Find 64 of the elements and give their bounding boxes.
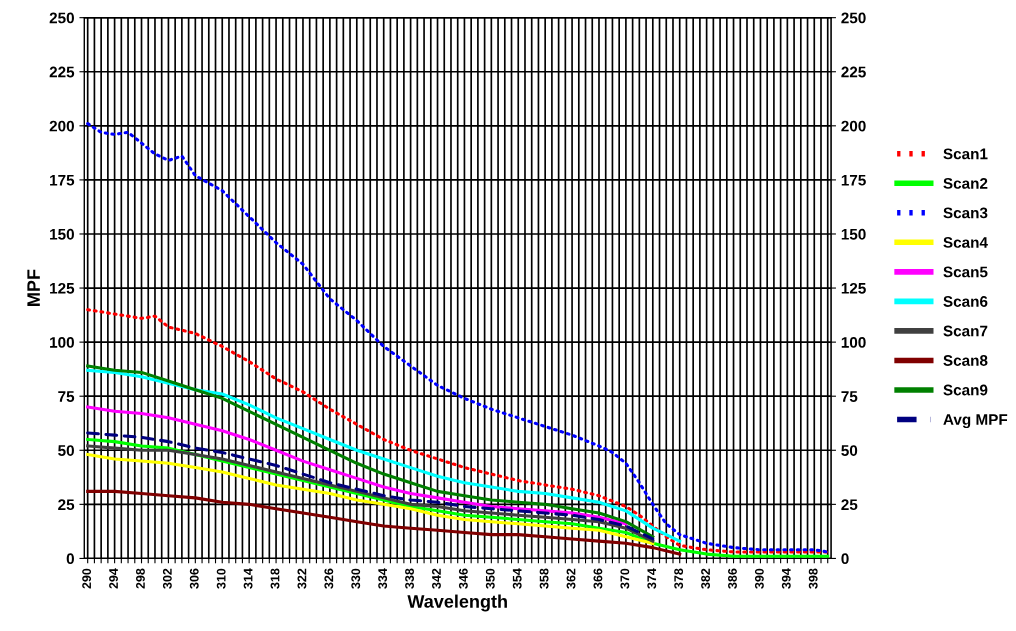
legend-label: Scan9 bbox=[943, 384, 988, 396]
x-tick-label: 338 bbox=[405, 568, 414, 589]
x-tick-label: 318 bbox=[270, 568, 280, 589]
y2-tick-label: 150 bbox=[841, 228, 866, 240]
y-tick-label: 250 bbox=[49, 12, 74, 24]
legend-label: Scan7 bbox=[943, 325, 988, 337]
legend-label: Scan6 bbox=[943, 296, 988, 307]
y-tick-label: 175 bbox=[50, 174, 75, 186]
x-tick-label: 302 bbox=[162, 568, 172, 589]
x-tick-label: 314 bbox=[243, 568, 253, 589]
x-tick-label: 398 bbox=[808, 568, 818, 589]
x-tick-label: 290 bbox=[82, 568, 92, 589]
y-tick-label: 75 bbox=[58, 391, 75, 402]
x-tick-label: 362 bbox=[566, 568, 576, 589]
x-tick-label: 354 bbox=[512, 568, 522, 589]
y-tick-label: 225 bbox=[49, 66, 75, 78]
y-tick-label: 50 bbox=[58, 445, 74, 456]
x-tick-label: 370 bbox=[620, 568, 630, 589]
legend-label: Scan5 bbox=[943, 266, 988, 278]
y-tick-label: 100 bbox=[50, 337, 74, 348]
y2-tick-label: 100 bbox=[841, 337, 866, 348]
legend-label: Scan4 bbox=[943, 237, 988, 248]
y2-tick-label: 225 bbox=[841, 66, 866, 78]
legend-label: Scan3 bbox=[943, 207, 988, 219]
legend-label: Scan2 bbox=[943, 177, 988, 189]
y-tick-label: 0 bbox=[66, 553, 74, 565]
y2-tick-label: 250 bbox=[841, 12, 866, 24]
y-tick-label: 150 bbox=[50, 228, 74, 240]
x-tick-label: 342 bbox=[432, 568, 441, 589]
y-tick-label: 25 bbox=[58, 499, 75, 511]
x-tick-label: 306 bbox=[189, 568, 199, 589]
y2-tick-label: 75 bbox=[841, 391, 858, 402]
x-tick-label: 334 bbox=[378, 568, 388, 589]
x-tick-label: 294 bbox=[109, 568, 118, 589]
x-tick-label: 374 bbox=[647, 568, 657, 589]
y-axis-title: MPF bbox=[27, 269, 40, 306]
y2-tick-label: 50 bbox=[841, 445, 858, 456]
x-tick-label: 390 bbox=[754, 568, 764, 589]
x-tick-label: 378 bbox=[674, 568, 684, 589]
y2-tick-label: 25 bbox=[841, 499, 858, 511]
legend-label: Scan8 bbox=[943, 355, 988, 366]
x-tick-label: 366 bbox=[593, 568, 603, 589]
x-tick-label: 326 bbox=[324, 568, 334, 589]
legend-label: Avg MPF bbox=[943, 414, 1008, 429]
line-series bbox=[86, 489, 682, 556]
x-tick-label: 322 bbox=[297, 568, 307, 589]
legend-label: Scan1 bbox=[943, 148, 988, 160]
y2-tick-label: 0 bbox=[841, 553, 849, 565]
y2-tick-label: 125 bbox=[841, 282, 866, 294]
line-series bbox=[86, 405, 628, 526]
x-tick-label: 382 bbox=[701, 568, 710, 589]
x-axis-title: Wavelength bbox=[407, 594, 507, 612]
x-tick-label: 358 bbox=[539, 568, 549, 589]
x-tick-label: 350 bbox=[485, 568, 495, 589]
y2-tick-label: 175 bbox=[841, 174, 866, 186]
x-tick-label: 346 bbox=[458, 568, 468, 589]
x-tick-label: 394 bbox=[781, 568, 791, 589]
x-tick-label: 310 bbox=[216, 568, 226, 589]
x-tick-label: 330 bbox=[351, 568, 361, 589]
x-tick-label: 298 bbox=[136, 568, 145, 589]
y2-tick-label: 200 bbox=[841, 120, 866, 132]
y-tick-label: 125 bbox=[50, 282, 75, 294]
y-tick-label: 200 bbox=[49, 120, 74, 132]
x-tick-label: 386 bbox=[728, 568, 737, 589]
